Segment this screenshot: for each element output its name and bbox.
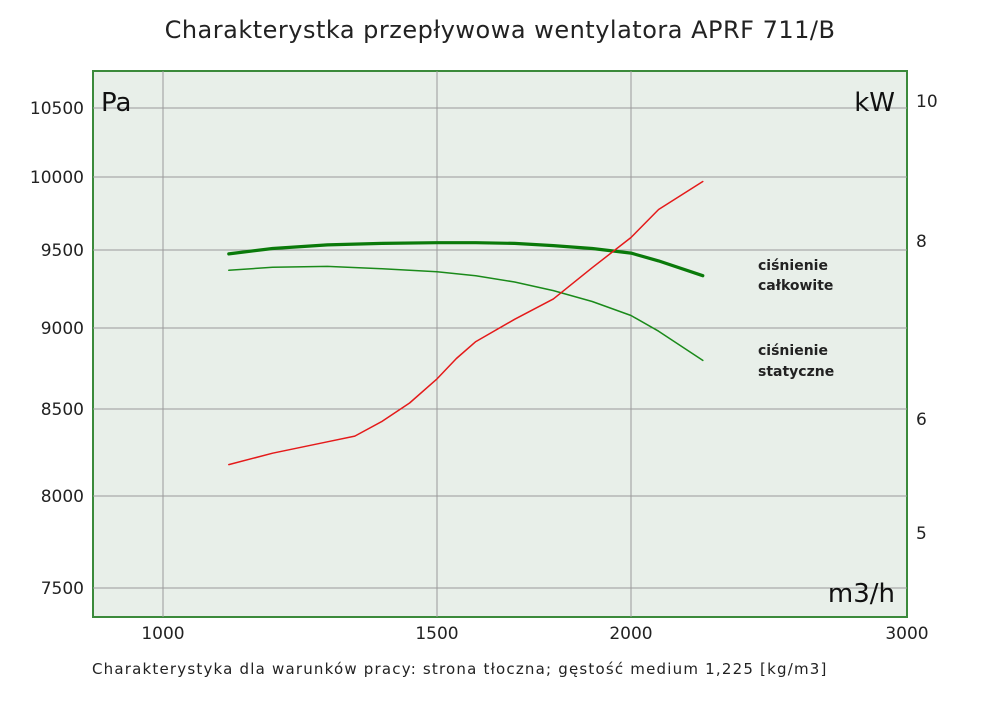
chart-caption: Charakterystyka dla warunków pracy: stro… <box>92 660 828 678</box>
x-unit: m3/h <box>828 579 895 609</box>
static-pressure-label-1: ciśnienie <box>758 343 828 359</box>
y-left-tick-label: 9500 <box>41 241 84 261</box>
x-tick-label: 3000 <box>885 624 928 644</box>
y-left-tick-label: 10000 <box>30 168 84 188</box>
y-left-tick-label: 8500 <box>41 400 84 420</box>
total-pressure-label-2: całkowite <box>758 278 833 294</box>
y-right-tick-label: 5 <box>916 524 927 544</box>
total-pressure-label-1: ciśnienie <box>758 258 828 274</box>
y-left-unit: Pa <box>101 88 131 118</box>
static-pressure-label-2: statyczne <box>758 364 834 380</box>
y-left-tick-label: 8000 <box>41 487 84 507</box>
y-left-tick-label: 7500 <box>41 579 84 599</box>
y-right-tick-label: 8 <box>916 232 927 252</box>
y-right-tick-label: 10 <box>916 92 938 112</box>
series-group <box>227 180 705 466</box>
y-right-tick-label: 6 <box>916 410 927 430</box>
y-left-tick-label: 10500 <box>30 99 84 119</box>
y-right-unit: kW <box>854 88 895 118</box>
total-pressure-line <box>227 241 705 278</box>
x-tick-label: 1000 <box>141 624 184 644</box>
x-tick-label: 1500 <box>415 624 458 644</box>
static-pressure-line <box>228 265 704 362</box>
x-tick-label: 2000 <box>609 624 652 644</box>
tick-labels: 1000 1500 2000 3000 10500 10000 9500 9000 8500 80… <box>30 92 938 644</box>
y-left-tick-label: 9000 <box>41 319 84 339</box>
chart-title: Charakterystka przepływowa wentylatora A… <box>164 16 836 44</box>
plot-area <box>92 70 908 618</box>
power-line <box>228 180 704 466</box>
